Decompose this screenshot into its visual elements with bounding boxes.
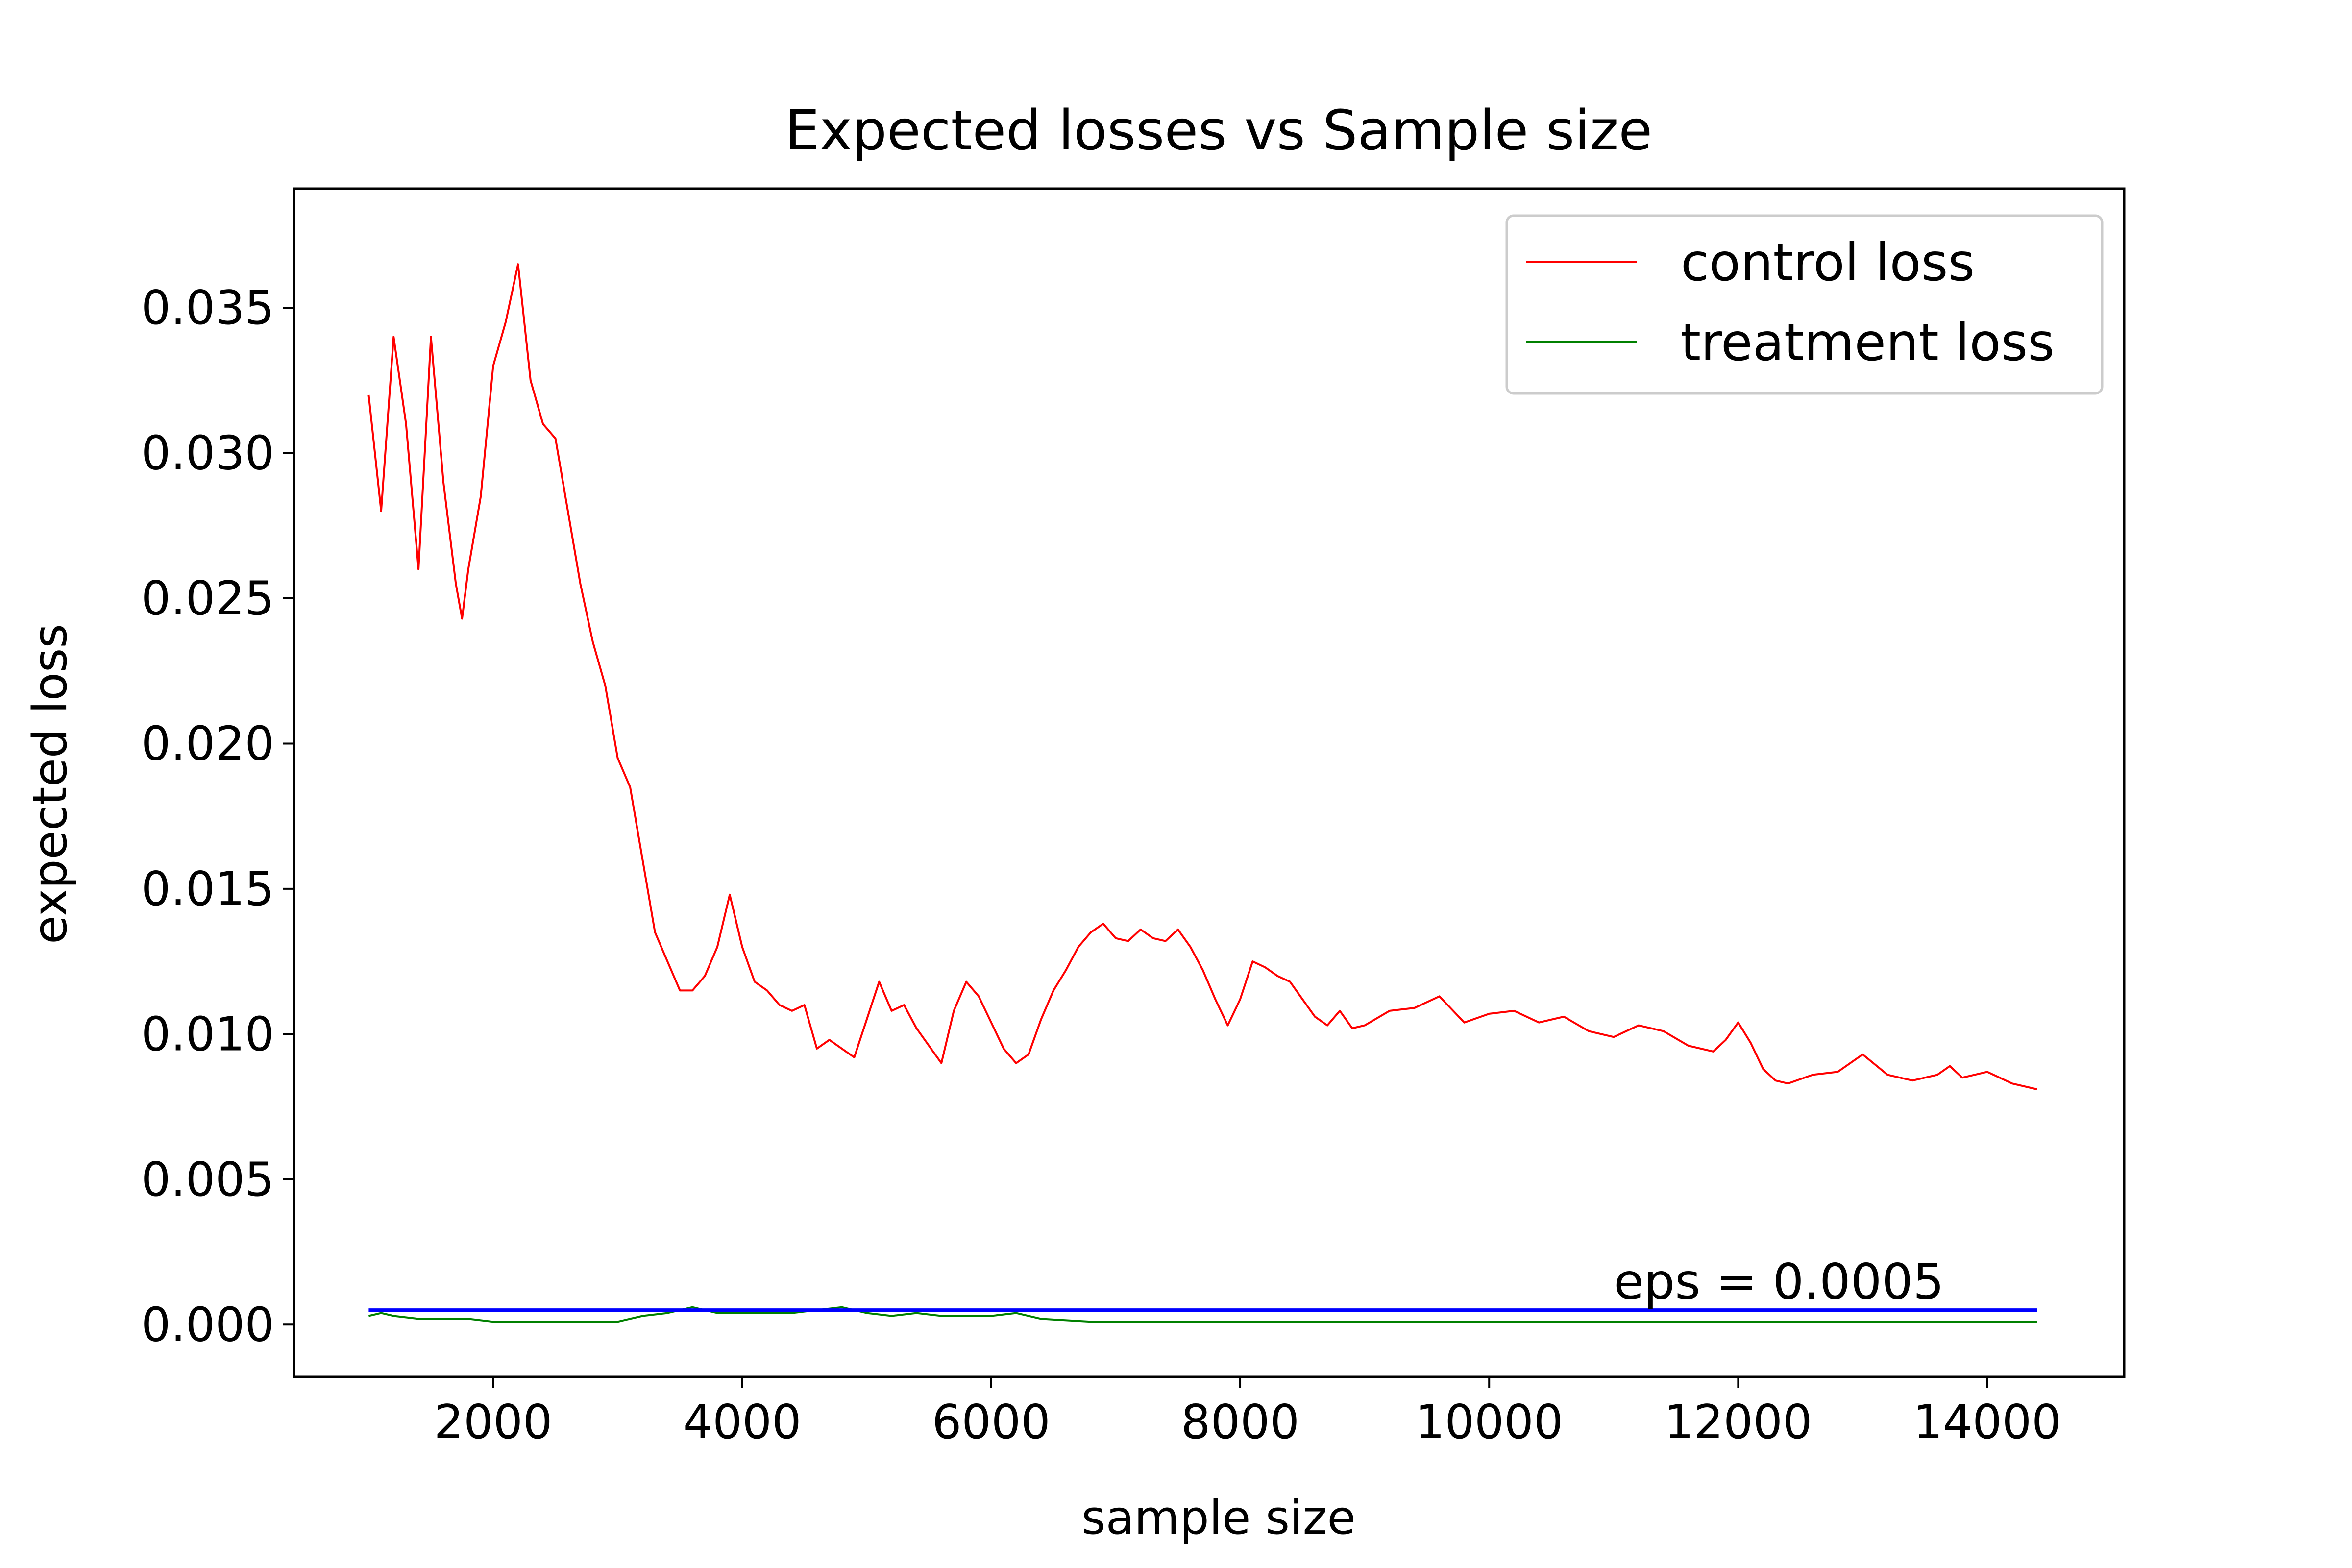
x-tick-label: 8000	[1181, 1396, 1299, 1449]
y-tick-label: 0.025	[141, 572, 274, 626]
annotation-eps: eps = 0.0005	[1614, 1253, 1944, 1310]
x-tick-label: 2000	[434, 1396, 553, 1449]
y-tick-label: 0.010	[141, 1007, 274, 1061]
y-tick-label: 0.015	[141, 862, 274, 916]
legend-box	[1505, 214, 2104, 395]
y-tick-label: 0.035	[141, 281, 274, 335]
y-tick-label: 0.005	[141, 1153, 274, 1207]
legend-entry: treatment loss	[1681, 313, 2055, 372]
y-tick-label: 0.000	[141, 1298, 274, 1352]
x-axis-label: sample size	[1081, 1491, 1356, 1545]
x-tick-label: 12000	[1664, 1396, 1812, 1449]
annotations: eps = 0.0005	[1614, 1253, 1944, 1310]
chart-title: Expected losses vs Sample size	[785, 99, 1652, 163]
axes-frame	[293, 187, 2126, 1378]
series-layer	[368, 263, 2037, 1323]
y-axis: 0.000 0.005 0.010 0.015 0.020 0.025 0.030 0.035	[141, 281, 294, 1352]
x-tick-label: 14000	[1913, 1396, 2061, 1449]
x-axis: 2000 4000 6000 8000 10000 12000 14000	[434, 1377, 2061, 1449]
series-line-control-loss	[368, 263, 2037, 1090]
series-line-treatment-loss	[368, 1306, 2037, 1323]
x-tick-label: 10000	[1415, 1396, 1563, 1449]
y-tick-label: 0.030	[141, 427, 274, 481]
y-axis-label: expected loss	[24, 624, 77, 944]
x-tick-label: 4000	[683, 1396, 802, 1449]
x-tick-label: 6000	[932, 1396, 1051, 1449]
y-tick-label: 0.020	[141, 717, 274, 771]
legend-entry: control loss	[1681, 233, 1975, 293]
legend: control loss treatment loss	[1505, 214, 2104, 395]
plot-area	[293, 187, 2126, 1378]
